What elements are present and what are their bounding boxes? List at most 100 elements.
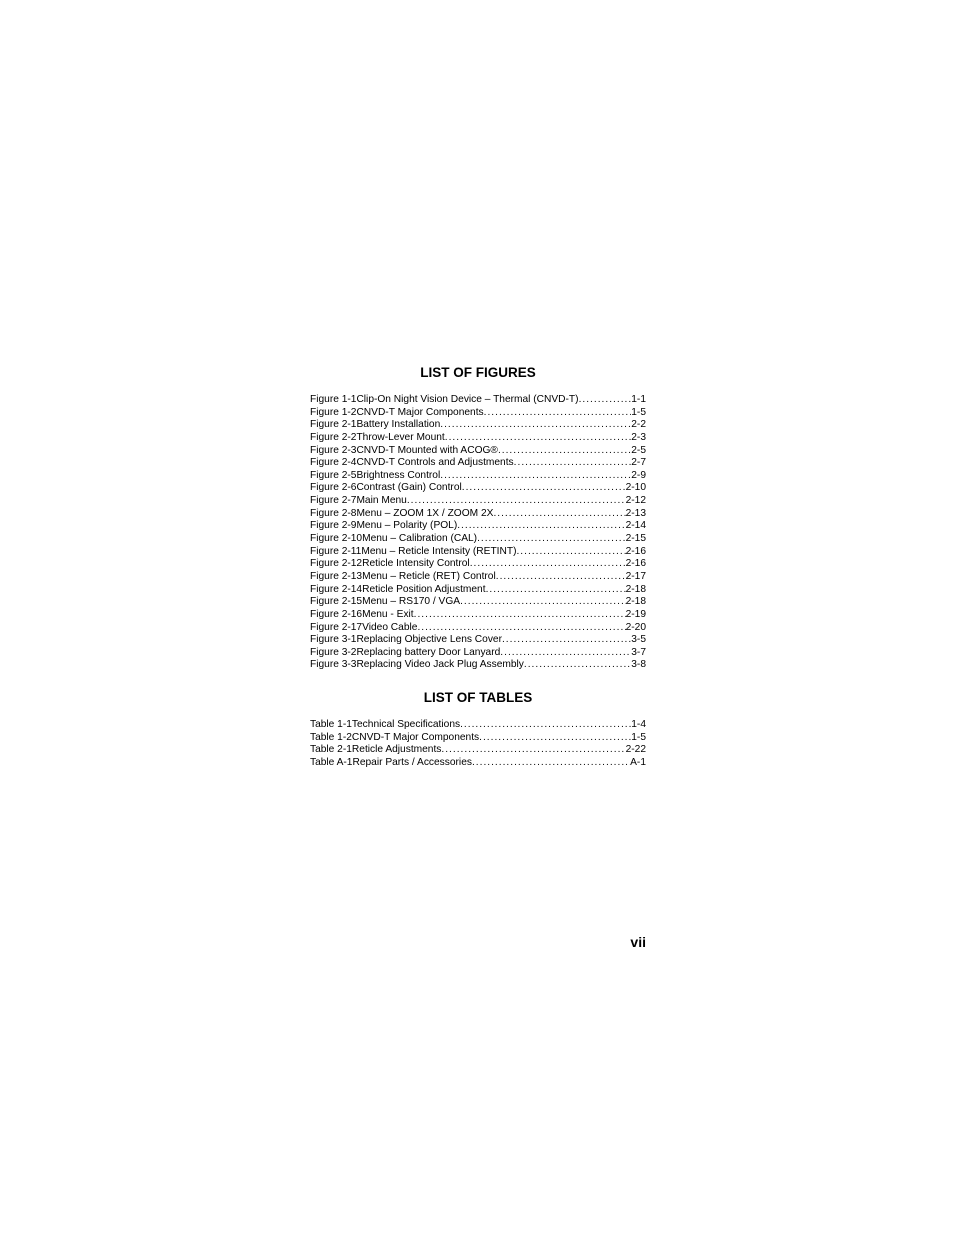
toc-dots bbox=[500, 647, 631, 660]
toc-line: Figure 2-15 Menu – RS170 / VGA2-18 bbox=[310, 596, 646, 609]
toc-label: Table A-1 bbox=[310, 757, 352, 770]
toc-dots bbox=[524, 659, 631, 672]
toc-dots bbox=[486, 584, 626, 597]
toc-title: Clip-On Night Vision Device – Thermal (C… bbox=[356, 394, 578, 407]
toc-page: 2-3 bbox=[631, 432, 646, 445]
toc-page: 2-14 bbox=[626, 520, 646, 533]
toc-title: Menu – ZOOM 1X / ZOOM 2X bbox=[356, 508, 493, 521]
toc-line: Figure 2-2 Throw-Lever Mount 2-3 bbox=[310, 432, 646, 445]
toc-dots bbox=[484, 407, 632, 420]
toc-line: Figure 2-10 Menu – Calibration (CAL) 2-15 bbox=[310, 533, 646, 546]
toc-label: Figure 2-3 bbox=[310, 445, 356, 458]
toc-page: A-1 bbox=[630, 757, 646, 770]
toc-label: Figure 2-11 bbox=[310, 546, 361, 559]
toc-dots bbox=[479, 732, 631, 745]
toc-title: Replacing battery Door Lanyard bbox=[356, 647, 500, 660]
toc-line: Figure 3-3 Replacing Video Jack Plug Ass… bbox=[310, 659, 646, 672]
toc-page: 2-17 bbox=[626, 571, 646, 584]
toc-title: Reticle Adjustments bbox=[352, 744, 441, 757]
toc-label: Figure 2-2 bbox=[310, 432, 356, 445]
toc-dots bbox=[514, 457, 632, 470]
toc-title: CNVD-T Controls and Adjustments bbox=[356, 457, 513, 470]
toc-page: 1-5 bbox=[631, 732, 646, 745]
toc-title: Menu – Polarity (POL) bbox=[356, 520, 457, 533]
toc-label: Figure 2-14 bbox=[310, 584, 362, 597]
toc-dots bbox=[441, 744, 625, 757]
toc-page: 3-5 bbox=[631, 634, 646, 647]
toc-label: Figure 2-6 bbox=[310, 482, 356, 495]
toc-page: 2-9 bbox=[631, 470, 646, 483]
toc-title: Menu - Exit bbox=[362, 609, 414, 622]
list-of-tables-heading: LIST OF TABLES bbox=[310, 690, 646, 705]
toc-dots bbox=[417, 622, 625, 635]
toc-title: Contrast (Gain) Control bbox=[356, 482, 461, 495]
toc-page: 2-19 bbox=[626, 609, 646, 622]
toc-label: Figure 1-1 bbox=[310, 394, 356, 407]
toc-title: Main Menu bbox=[356, 495, 406, 508]
toc-page: 2-12 bbox=[626, 495, 646, 508]
toc-line: Table 2-1 Reticle Adjustments2-22 bbox=[310, 744, 646, 757]
toc-page: 2-13 bbox=[626, 508, 646, 521]
list-of-figures-heading: LIST OF FIGURES bbox=[310, 365, 646, 380]
toc-dots bbox=[460, 719, 631, 732]
toc-label: Figure 2-1 bbox=[310, 419, 356, 432]
toc-line: Table 1-2 CNVD-T Major Components 1-5 bbox=[310, 732, 646, 745]
toc-title: CNVD-T Major Components bbox=[352, 732, 479, 745]
toc-title: Throw-Lever Mount bbox=[356, 432, 444, 445]
toc-title: Replacing Objective Lens Cover bbox=[356, 634, 502, 647]
toc-title: Technical Specifications bbox=[352, 719, 460, 732]
toc-title: Menu – Reticle Intensity (RETINT) bbox=[361, 546, 516, 559]
toc-line: Figure 2-17 Video Cable2-20 bbox=[310, 622, 646, 635]
toc-label: Figure 2-10 bbox=[310, 533, 362, 546]
toc-label: Figure 3-1 bbox=[310, 634, 356, 647]
toc-page: 3-7 bbox=[631, 647, 646, 660]
toc-line: Table A-1 Repair Parts / Accessories A-1 bbox=[310, 757, 646, 770]
toc-label: Figure 2-17 bbox=[310, 622, 362, 635]
toc-page: 1-1 bbox=[631, 394, 646, 407]
toc-page: 2-7 bbox=[631, 457, 646, 470]
toc-label: Figure 2-5 bbox=[310, 470, 356, 483]
toc-label: Figure 1-2 bbox=[310, 407, 356, 420]
toc-dots bbox=[472, 757, 630, 770]
toc-line: Figure 2-16 Menu - Exit 2-19 bbox=[310, 609, 646, 622]
toc-label: Figure 2-16 bbox=[310, 609, 362, 622]
toc-label: Figure 2-13 bbox=[310, 571, 362, 584]
toc-title: Menu – Calibration (CAL) bbox=[362, 533, 477, 546]
toc-title: Menu – Reticle (RET) Control bbox=[362, 571, 496, 584]
toc-dots bbox=[462, 482, 626, 495]
toc-label: Table 1-2 bbox=[310, 732, 352, 745]
toc-dots bbox=[414, 609, 626, 622]
toc-title: Video Cable bbox=[362, 622, 417, 635]
toc-page: 2-22 bbox=[626, 744, 646, 757]
toc-label: Figure 2-12 bbox=[310, 558, 362, 571]
toc-dots bbox=[502, 634, 631, 647]
toc-dots bbox=[470, 558, 626, 571]
toc-page: 1-4 bbox=[631, 719, 646, 732]
toc-label: Figure 2-9 bbox=[310, 520, 356, 533]
document-page: LIST OF FIGURES Figure 1-1 Clip-On Night… bbox=[0, 0, 954, 1235]
toc-dots bbox=[496, 571, 626, 584]
toc-label: Figure 2-7 bbox=[310, 495, 356, 508]
toc-line: Figure 2-13 Menu – Reticle (RET) Control… bbox=[310, 571, 646, 584]
toc-line: Figure 1-2 CNVD-T Major Components 1-5 bbox=[310, 407, 646, 420]
toc-label: Figure 3-3 bbox=[310, 659, 356, 672]
toc-page: 2-18 bbox=[626, 584, 646, 597]
toc-dots bbox=[445, 432, 632, 445]
toc-page: 2-15 bbox=[626, 533, 646, 546]
toc-page: 2-5 bbox=[631, 445, 646, 458]
toc-line: Figure 2-12 Reticle Intensity Control 2-… bbox=[310, 558, 646, 571]
toc-title: Brightness Control bbox=[356, 470, 440, 483]
toc-line: Figure 2-11 Menu – Reticle Intensity (RE… bbox=[310, 546, 646, 559]
toc-dots bbox=[407, 495, 626, 508]
toc-label: Table 1-1 bbox=[310, 719, 352, 732]
toc-dots bbox=[493, 508, 625, 521]
tables-list: Table 1-1 Technical Specifications 1-4 T… bbox=[310, 719, 646, 770]
toc-title: Menu – RS170 / VGA bbox=[362, 596, 460, 609]
toc-page: 2-16 bbox=[626, 546, 646, 559]
toc-title: CNVD-T Major Components bbox=[356, 407, 483, 420]
toc-line: Figure 3-2 Replacing battery Door Lanyar… bbox=[310, 647, 646, 660]
toc-dots bbox=[579, 394, 632, 407]
toc-dots bbox=[457, 520, 625, 533]
toc-dots bbox=[477, 533, 626, 546]
toc-dots bbox=[498, 445, 631, 458]
